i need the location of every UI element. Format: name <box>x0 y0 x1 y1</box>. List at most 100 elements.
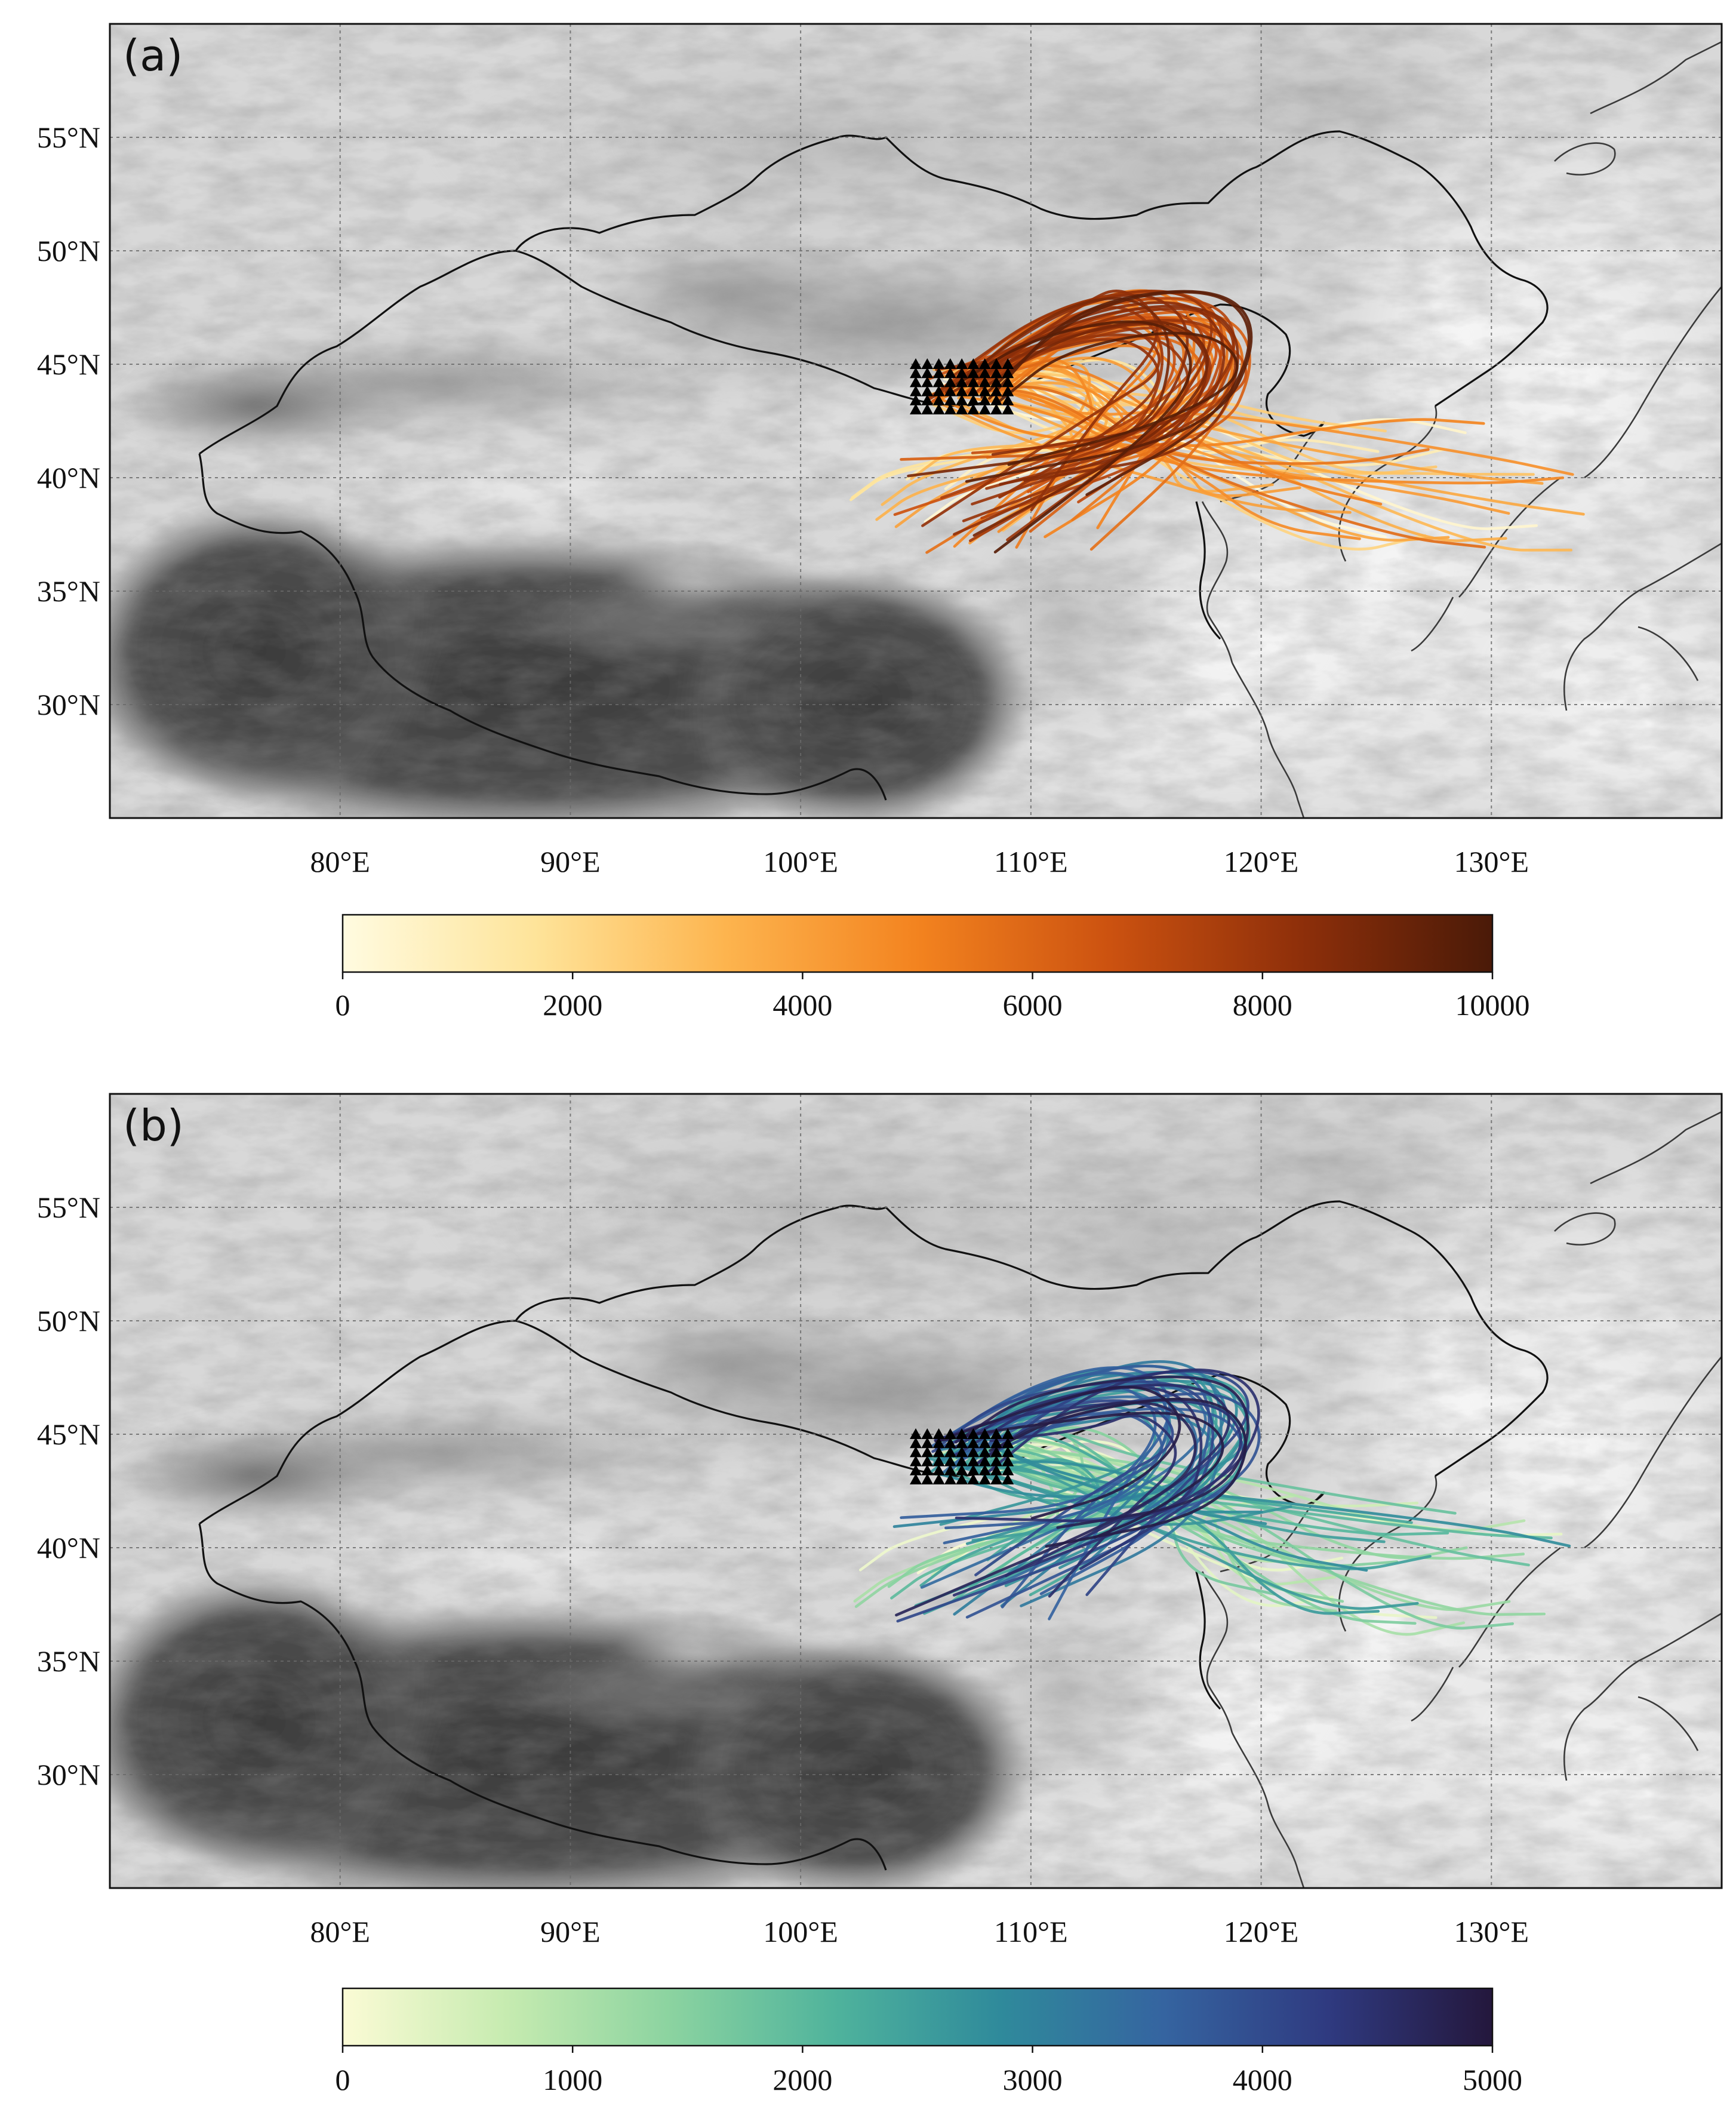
trajectory-line <box>987 1444 1571 1548</box>
source-marker-triangle <box>910 385 922 396</box>
trajectory-line <box>972 320 1209 537</box>
source-marker-triangle <box>990 1428 1002 1439</box>
trajectory-line <box>988 392 1450 542</box>
source-marker-triangle <box>956 367 968 379</box>
panel-a-source-markers <box>910 358 1014 414</box>
source-marker-triangle <box>944 1474 956 1484</box>
source-marker-triangle <box>967 1455 980 1466</box>
source-marker-triangle <box>1002 358 1014 369</box>
panel-b-colorbar-ticks: 0 1000 2000 3000 4000 5000 <box>335 2046 1522 2096</box>
lat-tick-label: 35°N <box>37 574 100 608</box>
source-marker-triangle <box>921 1428 934 1439</box>
trajectory-line <box>925 315 1186 554</box>
source-marker-triangle <box>967 367 980 379</box>
panel-b-frame <box>109 1093 1723 1889</box>
source-marker-triangle <box>978 358 991 369</box>
source-marker-triangle <box>932 1428 945 1439</box>
panel-b-lat-tick-labels: 55°N 50°N 45°N 40°N 35°N 30°N <box>37 1191 100 1791</box>
source-marker-triangle <box>944 1455 956 1466</box>
source-marker-triangle <box>910 376 922 388</box>
source-marker-triangle <box>932 376 945 388</box>
source-marker-triangle <box>932 1474 945 1484</box>
trajectory-line <box>960 305 1239 482</box>
source-marker-triangle <box>932 367 945 379</box>
source-marker-triangle <box>910 1446 922 1458</box>
source-marker-triangle <box>944 1446 956 1458</box>
source-marker-triangle <box>990 1455 1002 1466</box>
source-marker-triangle <box>978 404 991 414</box>
colorbar-tick-label: 0 <box>335 988 350 1022</box>
source-marker-triangle <box>921 1464 934 1475</box>
source-marker-triangle <box>910 1464 922 1475</box>
lon-tick-label: 110°E <box>994 845 1068 878</box>
source-marker-triangle <box>956 1428 968 1439</box>
source-marker-triangle <box>967 1474 980 1484</box>
lon-tick-label: 90°E <box>540 1915 601 1948</box>
colorbar-tick-label: 0 <box>335 2063 350 2096</box>
lat-tick-label: 55°N <box>37 121 100 154</box>
lon-tick-label: 130°E <box>1454 845 1529 878</box>
source-marker-triangle <box>978 1474 991 1484</box>
trajectory-line <box>953 307 1235 536</box>
source-marker-triangle <box>990 404 1002 414</box>
source-marker-triangle <box>967 1464 980 1475</box>
source-marker-triangle <box>978 1428 991 1439</box>
source-marker-triangle <box>944 367 956 379</box>
colorbar-tick-label: 2000 <box>543 988 602 1022</box>
source-marker-triangle <box>990 394 1002 405</box>
source-marker-triangle <box>921 385 934 396</box>
source-marker-triangle <box>990 376 1002 388</box>
trajectory-line <box>950 322 1208 486</box>
source-marker-triangle <box>967 385 980 396</box>
trajectory-line <box>934 1411 1224 1539</box>
source-marker-triangle <box>978 1464 991 1475</box>
source-marker-triangle <box>921 1446 934 1458</box>
panel-a-lon-tick-labels: 80°E 90°E 100°E 110°E 120°E 130°E <box>310 845 1529 878</box>
trajectory-line <box>977 381 1544 485</box>
source-marker-triangle <box>1002 1428 1014 1439</box>
lat-tick-label: 55°N <box>37 1191 100 1224</box>
source-marker-triangle <box>1002 385 1014 396</box>
source-marker-triangle <box>990 385 1002 396</box>
colorbar-tick-label: 3000 <box>1003 2063 1063 2096</box>
lon-tick-label: 120°E <box>1224 1915 1299 1948</box>
panel-b-gridlines <box>110 1094 1722 1888</box>
source-marker-triangle <box>910 1474 922 1484</box>
colorbar-tick-label: 10000 <box>1455 988 1530 1022</box>
colorbar-tick-label: 4000 <box>1233 2063 1292 2096</box>
lat-tick-label: 30°N <box>37 1758 100 1791</box>
colorbar-tick-label: 6000 <box>1003 988 1063 1022</box>
source-marker-triangle <box>978 1446 991 1458</box>
source-marker-triangle <box>932 1455 945 1466</box>
panel-a-lat-tick-labels: 55°N 50°N 45°N 40°N 35°N 30°N <box>37 121 100 721</box>
trajectory-line <box>963 395 1565 485</box>
panel-a-map: (a) 55°N 50°N 45°N 40°N 35°N 30°N 80°E 90°E 100… <box>37 23 1723 1022</box>
source-marker-triangle <box>956 1455 968 1466</box>
colorbar-tick-label: 1000 <box>543 2063 602 2096</box>
lat-tick-label: 45°N <box>37 1418 100 1451</box>
source-marker-triangle <box>944 1437 956 1449</box>
panel-b-lon-tick-labels: 80°E 90°E 100°E 110°E 120°E 130°E <box>310 1915 1529 1948</box>
source-marker-triangle <box>932 385 945 396</box>
trajectory-line <box>959 301 1226 456</box>
source-marker-triangle <box>956 385 968 396</box>
source-marker-triangle <box>978 1437 991 1449</box>
source-marker-triangle <box>967 1437 980 1449</box>
source-marker-triangle <box>910 1428 922 1439</box>
source-marker-triangle <box>910 394 922 405</box>
source-marker-triangle <box>990 1446 1002 1458</box>
source-marker-triangle <box>921 1437 934 1449</box>
source-marker-triangle <box>932 394 945 405</box>
lon-tick-label: 80°E <box>310 1915 370 1948</box>
trajectory-line <box>989 1414 1177 1598</box>
source-marker-triangle <box>956 394 968 405</box>
source-marker-triangle <box>967 1446 980 1458</box>
panel-a-colorbar: 0 2000 4000 6000 8000 10000 <box>335 914 1530 1022</box>
lat-tick-label: 50°N <box>37 234 100 268</box>
source-marker-triangle <box>1002 404 1014 414</box>
panel-b-map: (b) 55°N 50°N 45°N 40°N 35°N 30°N 80°E 90°E 100… <box>37 1093 1723 2096</box>
source-marker-triangle <box>1002 394 1014 405</box>
source-marker-triangle <box>944 385 956 396</box>
trajectory-line <box>994 331 1239 466</box>
lon-tick-label: 80°E <box>310 845 370 878</box>
